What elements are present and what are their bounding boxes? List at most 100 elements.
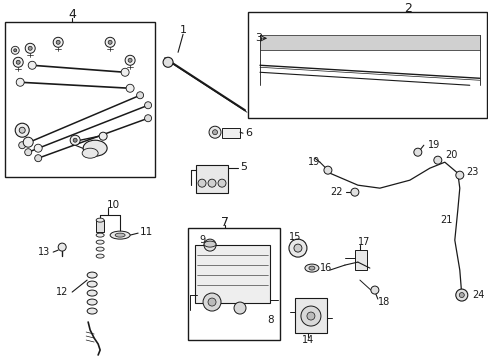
Text: 18: 18 xyxy=(377,297,389,307)
Circle shape xyxy=(350,188,358,196)
Circle shape xyxy=(28,46,32,50)
Circle shape xyxy=(121,68,129,76)
Circle shape xyxy=(323,166,331,174)
Ellipse shape xyxy=(110,231,130,239)
Circle shape xyxy=(413,148,421,156)
Text: 13: 13 xyxy=(38,247,50,257)
Circle shape xyxy=(108,40,112,44)
Text: 19: 19 xyxy=(427,140,439,150)
Circle shape xyxy=(370,286,378,294)
Text: 12: 12 xyxy=(56,287,68,297)
Ellipse shape xyxy=(96,254,104,258)
Text: 10: 10 xyxy=(106,200,120,210)
Text: 6: 6 xyxy=(244,128,251,138)
Circle shape xyxy=(58,243,66,251)
Text: 24: 24 xyxy=(471,290,483,300)
Text: 4: 4 xyxy=(68,8,76,21)
Circle shape xyxy=(19,127,25,133)
Circle shape xyxy=(455,171,463,179)
Circle shape xyxy=(144,102,151,109)
Circle shape xyxy=(99,132,107,140)
Ellipse shape xyxy=(87,281,97,287)
Ellipse shape xyxy=(96,218,104,222)
Ellipse shape xyxy=(308,266,314,270)
Circle shape xyxy=(19,142,26,149)
Circle shape xyxy=(23,137,33,147)
Circle shape xyxy=(128,58,132,62)
Circle shape xyxy=(70,135,80,145)
Ellipse shape xyxy=(82,148,98,158)
Circle shape xyxy=(73,138,77,142)
Ellipse shape xyxy=(305,264,318,272)
Text: 20: 20 xyxy=(444,150,456,160)
Circle shape xyxy=(125,55,135,65)
Text: 5: 5 xyxy=(240,162,246,172)
Text: 23: 23 xyxy=(465,167,477,177)
Ellipse shape xyxy=(203,241,216,247)
Circle shape xyxy=(212,130,217,135)
Circle shape xyxy=(28,61,36,69)
Circle shape xyxy=(288,239,306,257)
Circle shape xyxy=(207,298,216,306)
Circle shape xyxy=(56,40,60,44)
Text: 1: 1 xyxy=(179,25,186,35)
Text: 8: 8 xyxy=(266,315,273,325)
Bar xyxy=(188,228,280,340)
Circle shape xyxy=(11,46,19,54)
Circle shape xyxy=(35,155,41,162)
Ellipse shape xyxy=(87,308,97,314)
Bar xyxy=(5,22,155,177)
Circle shape xyxy=(144,115,151,122)
Text: 16: 16 xyxy=(319,263,331,273)
Ellipse shape xyxy=(96,240,104,244)
Text: 17: 17 xyxy=(357,237,369,247)
Ellipse shape xyxy=(83,140,107,156)
Text: 19: 19 xyxy=(307,157,319,167)
Circle shape xyxy=(207,179,216,187)
Circle shape xyxy=(218,179,225,187)
Circle shape xyxy=(16,60,20,64)
Text: 15: 15 xyxy=(288,232,301,242)
Ellipse shape xyxy=(115,233,125,237)
Text: 3: 3 xyxy=(254,33,262,43)
Circle shape xyxy=(198,179,205,187)
Circle shape xyxy=(433,156,441,164)
Circle shape xyxy=(203,239,216,251)
Bar xyxy=(222,128,240,138)
Circle shape xyxy=(293,244,301,252)
Circle shape xyxy=(53,37,63,47)
Ellipse shape xyxy=(96,247,104,251)
Circle shape xyxy=(234,302,245,314)
Bar xyxy=(196,165,227,193)
Circle shape xyxy=(14,49,17,52)
Polygon shape xyxy=(260,35,479,50)
Text: 7: 7 xyxy=(221,216,228,229)
Bar xyxy=(96,220,104,232)
Circle shape xyxy=(15,123,29,137)
Text: 9: 9 xyxy=(199,235,204,245)
Text: 22: 22 xyxy=(330,187,342,197)
Circle shape xyxy=(208,126,221,138)
Ellipse shape xyxy=(87,272,97,278)
Circle shape xyxy=(136,92,143,99)
Text: 14: 14 xyxy=(301,335,313,345)
Circle shape xyxy=(163,57,173,67)
Ellipse shape xyxy=(87,299,97,305)
Ellipse shape xyxy=(96,233,104,237)
Circle shape xyxy=(34,144,42,152)
Circle shape xyxy=(203,293,221,311)
Ellipse shape xyxy=(87,290,97,296)
Circle shape xyxy=(25,149,32,156)
Bar xyxy=(195,245,269,303)
Circle shape xyxy=(126,84,134,92)
Bar xyxy=(354,250,366,270)
Circle shape xyxy=(13,57,23,67)
Circle shape xyxy=(306,312,314,320)
Text: 21: 21 xyxy=(440,215,452,225)
Circle shape xyxy=(16,78,24,86)
Circle shape xyxy=(25,43,35,53)
Circle shape xyxy=(455,289,467,301)
Bar xyxy=(294,298,326,333)
Circle shape xyxy=(105,37,115,47)
Circle shape xyxy=(300,306,320,326)
